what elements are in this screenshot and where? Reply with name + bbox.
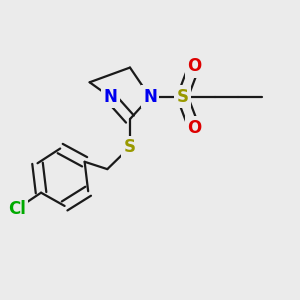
Text: O: O [187, 119, 201, 137]
Text: O: O [187, 57, 201, 75]
Text: Cl: Cl [8, 200, 26, 218]
Text: S: S [176, 88, 188, 106]
Text: N: N [143, 88, 157, 106]
Text: N: N [103, 88, 117, 106]
Text: S: S [124, 138, 136, 156]
